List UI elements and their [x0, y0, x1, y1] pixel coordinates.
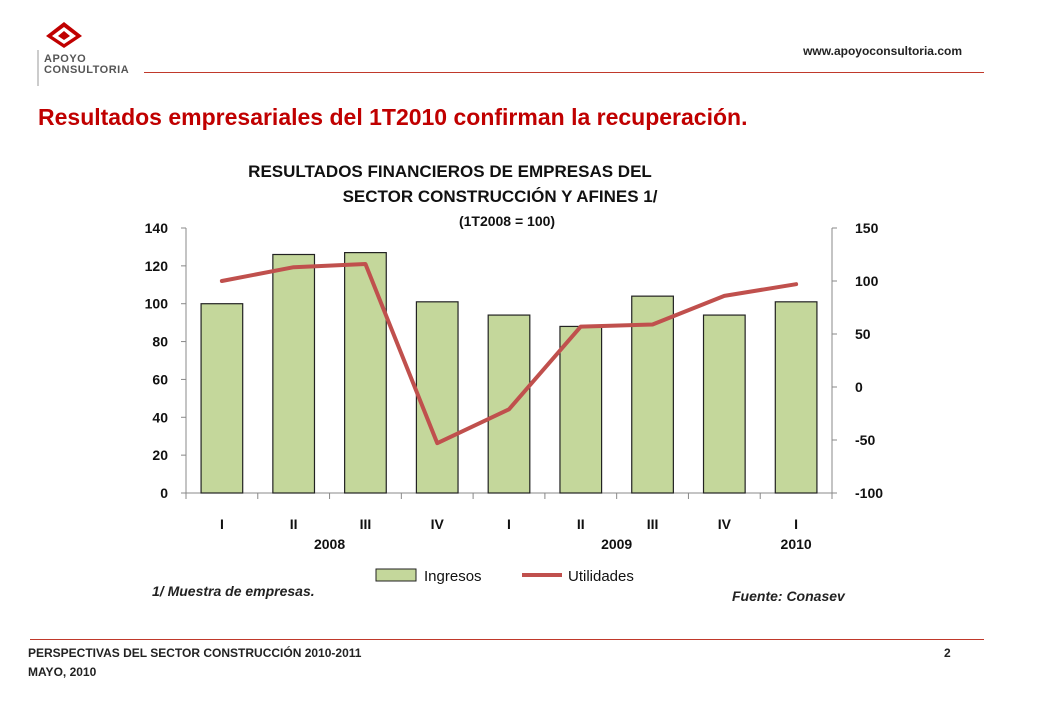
utilidades-line-group [219, 262, 799, 446]
bar-ingresos [631, 295, 674, 494]
y-left-tick-label: 80 [152, 334, 168, 350]
y-left-tick-label: 0 [160, 485, 168, 501]
legend-label-utilidades: Utilidades [568, 568, 634, 585]
x-year-label: 2010 [781, 536, 812, 552]
bar-ingresos [272, 253, 316, 494]
financial-results-chart: RESULTADOS FINANCIEROS DE EMPRESAS DEL S… [145, 162, 884, 585]
x-tick-label: III [360, 516, 372, 532]
x-tick-label: II [290, 516, 298, 532]
chart-legend: Ingresos Utilidades [375, 568, 634, 585]
x-tick-label: I [220, 516, 224, 532]
bar-ingresos [702, 314, 746, 494]
footer-title: PERSPECTIVAS DEL SECTOR CONSTRUCCIÓN 201… [28, 646, 362, 660]
bar-ingresos [344, 252, 387, 494]
y-left-tick-label: 140 [145, 220, 169, 236]
x-tick-label: III [647, 516, 659, 532]
bar-ingresos [487, 314, 531, 494]
chart-subtitle: (1T2008 = 100) [459, 213, 555, 229]
x-year-label: 2008 [314, 536, 345, 552]
footer-divider [30, 639, 984, 640]
y-left-tick-label: 100 [145, 296, 169, 312]
bar-ingresos [774, 301, 818, 494]
y-right-tick-label: -50 [855, 432, 875, 448]
x-year-label: 2009 [601, 536, 632, 552]
x-tick-label: I [507, 516, 511, 532]
legend-label-ingresos: Ingresos [424, 568, 482, 585]
bar-ingresos [200, 303, 244, 494]
y-right-tick-label: 100 [855, 273, 879, 289]
x-tick-label: II [577, 516, 585, 532]
logo-text-apoyo: APOYO [44, 53, 87, 65]
x-tick-label: IV [431, 516, 445, 532]
header-divider [144, 72, 984, 73]
chart-title-line-2: SECTOR CONSTRUCCIÓN Y AFINES 1/ [343, 187, 658, 206]
apoyo-logo-icon [37, 22, 82, 86]
y-right-tick-label: 150 [855, 220, 879, 236]
y-left-tick-label: 60 [152, 371, 168, 387]
chart-source: Fuente: Conasev [732, 588, 845, 604]
page-headline: Resultados empresariales del 1T2010 conf… [38, 104, 748, 130]
chart-axes: 0 20 40 60 80 100 120 140 -100 -50 0 50 100 150 [145, 220, 884, 501]
chart-title-line-1: RESULTADOS FINANCIEROS DE EMPRESAS DEL [248, 162, 652, 181]
x-tick-label: I [794, 516, 798, 532]
logo-text-consultoria: CONSULTORIA [44, 64, 130, 76]
y-right-tick-label: 0 [855, 379, 863, 395]
ingresos-bars [200, 252, 818, 494]
x-tick-label: IV [718, 516, 732, 532]
bar-ingresos [559, 325, 603, 494]
y-right-tick-label: 50 [855, 326, 871, 342]
page-number: 2 [944, 646, 951, 660]
bar-ingresos [415, 301, 459, 494]
y-left-tick-label: 40 [152, 409, 168, 425]
y-left-tick-label: 120 [145, 258, 169, 274]
legend-swatch-ingresos [375, 568, 417, 582]
website-url[interactable]: www.apoyoconsultoria.com [803, 44, 962, 58]
y-left-tick-label: 20 [152, 447, 168, 463]
footer-date: MAYO, 2010 [28, 665, 97, 679]
y-right-tick-label: -100 [855, 485, 883, 501]
chart-footnote: 1/ Muestra de empresas. [152, 583, 315, 599]
